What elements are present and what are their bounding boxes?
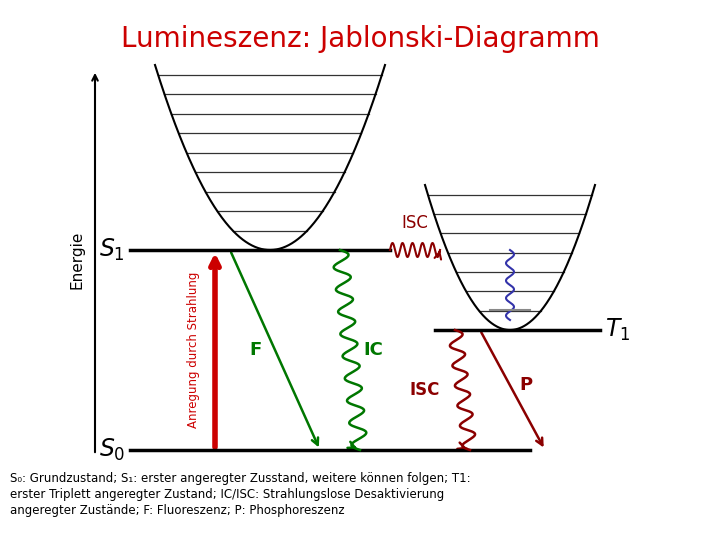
Text: Anregung durch Strahlung: Anregung durch Strahlung [186,272,199,428]
Text: angeregter Zustände; F: Fluoreszenz; P: Phosphoreszenz: angeregter Zustände; F: Fluoreszenz; P: … [10,504,345,517]
Text: Lumineszenz: Jablonski-Diagramm: Lumineszenz: Jablonski-Diagramm [120,25,600,53]
Text: S₀: Grundzustand; S₁: erster angeregter Zusstand, weitere können folgen; T1:: S₀: Grundzustand; S₁: erster angeregter … [10,472,471,485]
Text: $S_1$: $S_1$ [99,237,125,263]
Text: ISC: ISC [410,381,440,399]
Text: IC: IC [363,341,383,359]
Text: ISC: ISC [402,214,428,232]
Text: P: P [519,376,532,394]
Text: erster Triplett angeregter Zustand; IC/ISC: Strahlungslose Desaktivierung: erster Triplett angeregter Zustand; IC/I… [10,488,444,501]
Text: Energie: Energie [70,231,84,289]
Text: $T_1$: $T_1$ [605,317,630,343]
Text: F: F [250,341,262,359]
Text: $S_0$: $S_0$ [99,437,125,463]
